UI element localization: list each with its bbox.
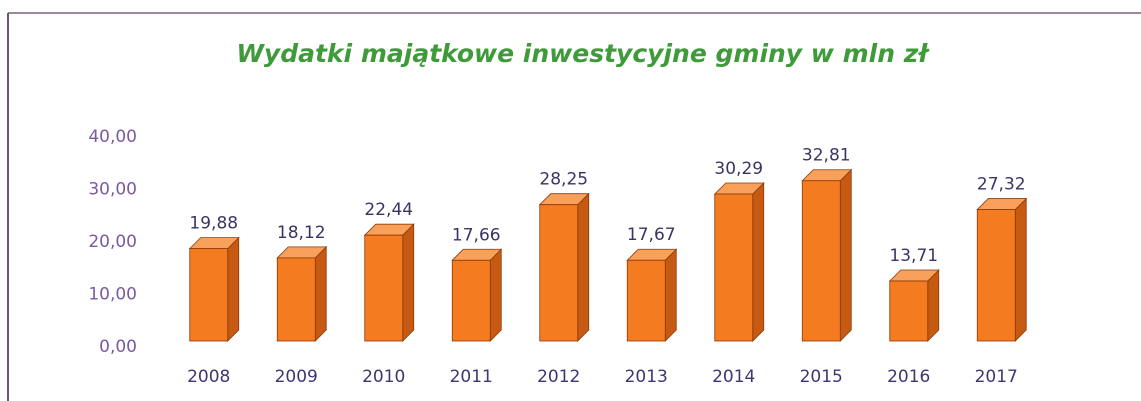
bar-side [577,192,590,342]
x-tick-label: 2014 [712,367,755,387]
y-tick-label: 30,00 [88,180,137,200]
bar [626,248,678,342]
bar-side [664,248,677,342]
x-tick-label: 2015 [800,367,843,387]
bar [188,236,240,342]
bar [976,197,1028,342]
bar-front [889,280,929,342]
bar [801,168,853,342]
bar [276,245,328,342]
bar-side [489,248,502,342]
bar-side [402,223,415,342]
bar-front [539,204,579,342]
x-tick-label: 2009 [275,367,318,387]
value-label: 30,29 [714,159,763,179]
value-label: 22,44 [364,200,413,220]
bar-front [276,257,316,342]
x-tick-label: 2013 [625,367,668,387]
bar-front [626,259,666,342]
value-label: 27,32 [977,175,1026,195]
x-tick-label: 2017 [975,367,1018,387]
y-tick-label: 40,00 [88,127,137,147]
bar-front [451,259,491,342]
bar-front [714,193,754,342]
bar-side [314,245,327,342]
bar-front [189,248,229,342]
x-tick-label: 2012 [537,367,580,387]
bar-side [839,168,852,342]
value-label: 17,67 [627,225,676,245]
bar-front [976,209,1016,342]
bar-side [1014,197,1027,342]
x-tick-label: 2011 [450,367,493,387]
value-label: 32,81 [802,146,851,166]
value-label: 17,66 [452,225,501,245]
chart-title: Wydatki majątkowe inwestycyjne gminy w m… [236,39,930,68]
value-label: 18,12 [277,223,326,243]
bar [713,182,765,342]
bar [451,248,503,342]
x-tick-label: 2010 [362,367,405,387]
bar-side [227,236,240,342]
x-tick-label: 2016 [887,367,930,387]
x-tick-label: 2008 [187,367,230,387]
value-label: 13,71 [889,246,938,266]
value-label: 28,25 [539,170,588,190]
bar-side [752,182,765,342]
bar [363,223,415,342]
bar [888,269,940,342]
y-tick-label: 0,00 [99,337,137,357]
value-label: 19,88 [189,214,238,234]
bar-side [927,269,940,342]
y-tick-label: 20,00 [88,232,137,252]
y-tick-label: 10,00 [88,285,137,305]
bar-front [364,234,404,342]
bar-front [801,180,841,342]
bar [538,192,590,342]
